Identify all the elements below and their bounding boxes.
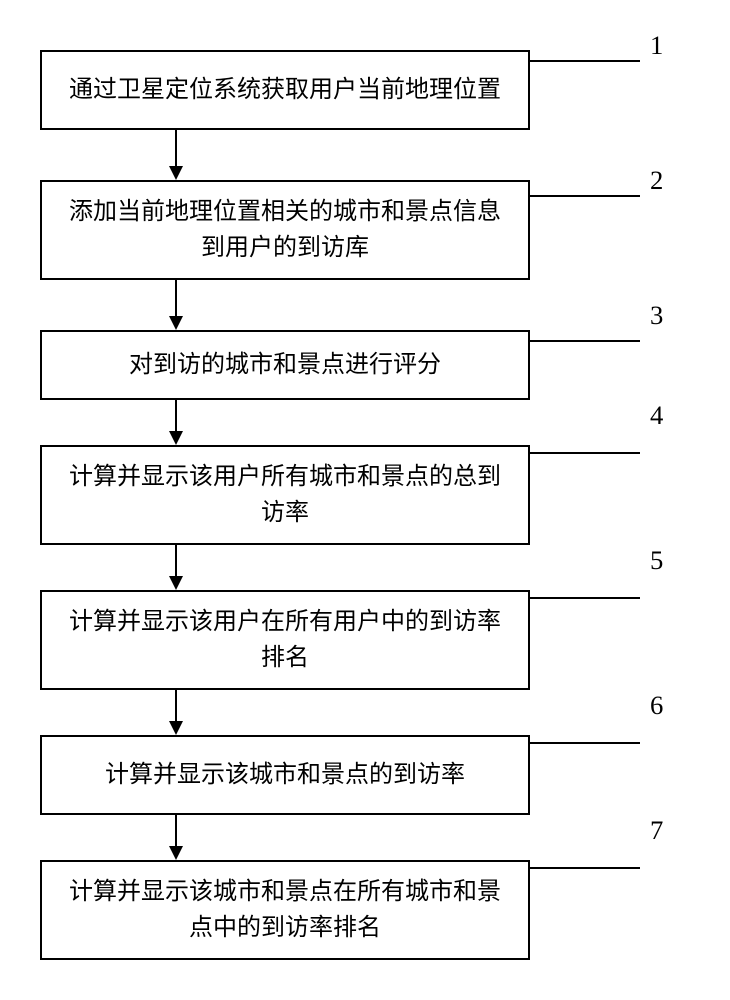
- arrow-head-icon: [169, 721, 183, 735]
- arrow-1-to-2: [175, 130, 177, 168]
- flowchart-step-text: 对到访的城市和景点进行评分: [129, 347, 441, 383]
- leader-line-1: [530, 60, 640, 62]
- step-number-label-2: 2: [650, 165, 663, 196]
- flowchart-step-text: 计算并显示该用户在所有用户中的到访率排名: [60, 604, 510, 676]
- flowchart-step-4: 计算并显示该用户所有城市和景点的总到访率: [40, 445, 530, 545]
- arrow-head-icon: [169, 316, 183, 330]
- leader-line-5: [530, 597, 640, 599]
- leader-line-4: [530, 452, 640, 454]
- arrow-head-icon: [169, 166, 183, 180]
- flowchart-step-text: 计算并显示该城市和景点的到访率: [105, 757, 465, 793]
- arrow-3-to-4: [175, 400, 177, 433]
- arrow-head-icon: [169, 576, 183, 590]
- flowchart-step-6: 计算并显示该城市和景点的到访率: [40, 735, 530, 815]
- leader-line-2: [530, 195, 640, 197]
- leader-line-3: [530, 340, 640, 342]
- flowchart-step-1: 通过卫星定位系统获取用户当前地理位置: [40, 50, 530, 130]
- arrow-4-to-5: [175, 545, 177, 578]
- flowchart-step-2: 添加当前地理位置相关的城市和景点信息到用户的到访库: [40, 180, 530, 280]
- step-number-label-3: 3: [650, 300, 663, 331]
- arrow-2-to-3: [175, 280, 177, 318]
- arrow-head-icon: [169, 846, 183, 860]
- arrow-5-to-6: [175, 690, 177, 723]
- arrow-head-icon: [169, 431, 183, 445]
- flowchart-step-7: 计算并显示该城市和景点在所有城市和景点中的到访率排名: [40, 860, 530, 960]
- flowchart-canvas: 通过卫星定位系统获取用户当前地理位置 1 添加当前地理位置相关的城市和景点信息到用户…: [0, 0, 730, 1000]
- flowchart-step-5: 计算并显示该用户在所有用户中的到访率排名: [40, 590, 530, 690]
- leader-line-7: [530, 867, 640, 869]
- step-number-label-1: 1: [650, 30, 663, 61]
- arrow-6-to-7: [175, 815, 177, 848]
- step-number-label-4: 4: [650, 400, 663, 431]
- flowchart-step-3: 对到访的城市和景点进行评分: [40, 330, 530, 400]
- flowchart-step-text: 通过卫星定位系统获取用户当前地理位置: [69, 72, 501, 108]
- leader-line-6: [530, 742, 640, 744]
- step-number-label-7: 7: [650, 815, 663, 846]
- flowchart-step-text: 添加当前地理位置相关的城市和景点信息到用户的到访库: [60, 194, 510, 266]
- step-number-label-5: 5: [650, 545, 663, 576]
- flowchart-step-text: 计算并显示该用户所有城市和景点的总到访率: [60, 459, 510, 531]
- step-number-label-6: 6: [650, 690, 663, 721]
- flowchart-step-text: 计算并显示该城市和景点在所有城市和景点中的到访率排名: [60, 874, 510, 946]
